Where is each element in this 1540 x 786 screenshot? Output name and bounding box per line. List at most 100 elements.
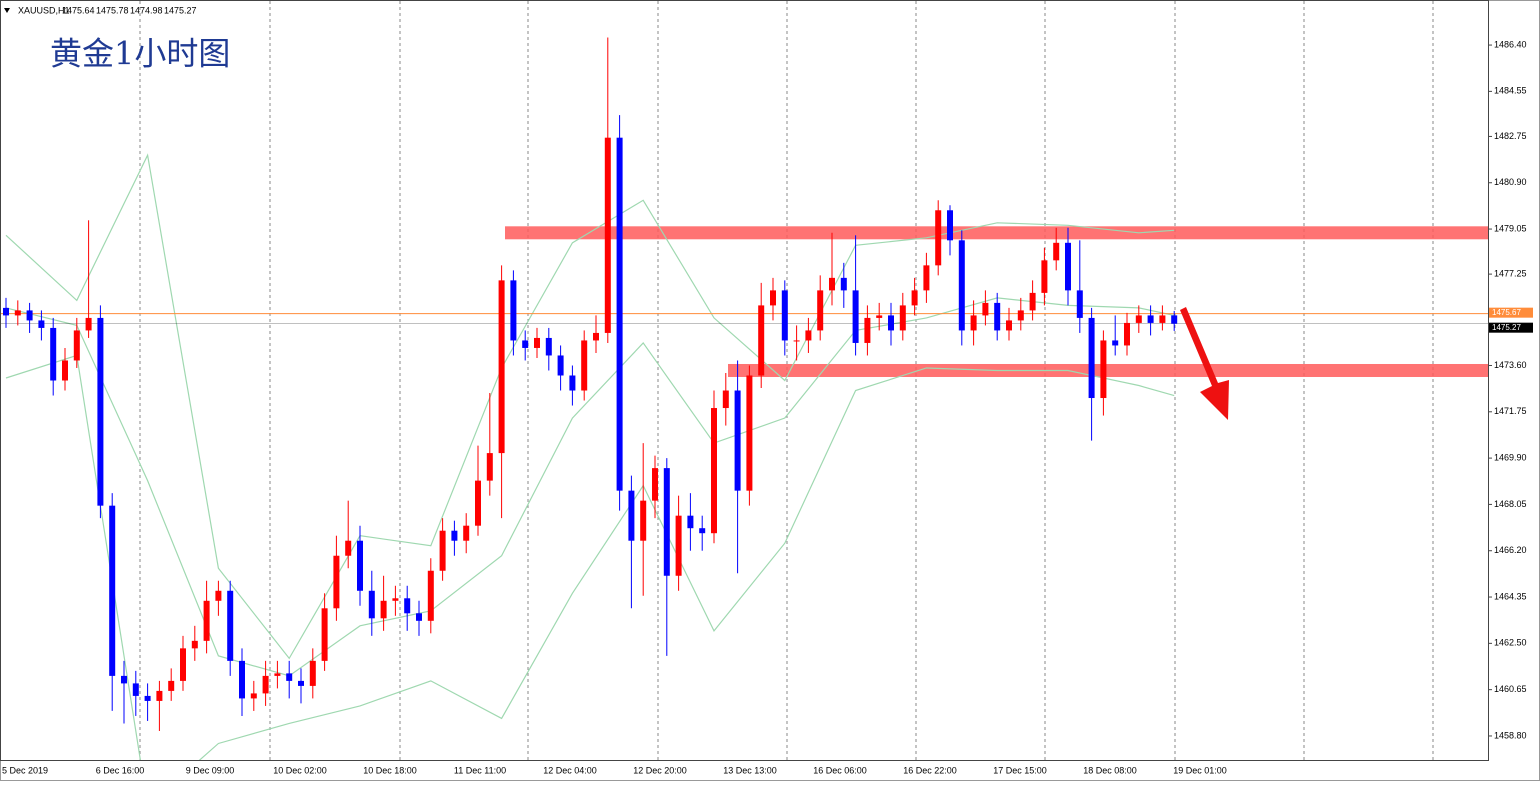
candle-body xyxy=(640,500,647,541)
price-label-bg xyxy=(1489,322,1533,333)
candle-body xyxy=(1065,242,1071,291)
y-tick-label: 1458.80 xyxy=(1494,730,1527,740)
candle-body xyxy=(970,315,977,331)
candle-body xyxy=(982,302,989,316)
candle-body xyxy=(1124,322,1130,346)
candle-body xyxy=(180,648,186,681)
x-tick-label: 11 Dec 11:00 xyxy=(454,765,506,775)
candle-body xyxy=(604,137,611,333)
y-tick-label: 1464.35 xyxy=(1494,591,1527,601)
candle-body xyxy=(97,317,104,506)
plot-border xyxy=(0,0,1489,761)
candle-body xyxy=(298,680,304,686)
header-low: 1474.98 xyxy=(130,5,163,15)
candle-body xyxy=(899,305,906,331)
candle-body xyxy=(439,530,446,571)
candle-body xyxy=(144,695,151,701)
y-tick-label: 1484.55 xyxy=(1494,86,1527,96)
candle-body xyxy=(286,673,293,681)
candle-body xyxy=(50,327,57,381)
price-zone xyxy=(505,226,1488,240)
candle-body xyxy=(1100,340,1107,399)
x-tick-label: 18 Dec 08:00 xyxy=(1083,765,1137,775)
y-tick-label: 1486.40 xyxy=(1494,39,1527,49)
y-tick-label: 1468.05 xyxy=(1494,499,1527,509)
candle-body xyxy=(557,355,564,376)
candle-body xyxy=(888,315,894,331)
candle-body xyxy=(463,525,470,541)
chart-title: 黄金1小时图 xyxy=(50,35,230,73)
candle-body xyxy=(1041,260,1048,293)
candle-body xyxy=(958,240,965,331)
candle-body xyxy=(699,528,706,534)
candle-body xyxy=(781,290,788,341)
candle-body xyxy=(770,290,776,306)
x-tick-label: 16 Dec 22:00 xyxy=(903,765,957,775)
candle-body xyxy=(852,290,859,343)
candle-body xyxy=(38,320,45,328)
x-tick-label: 10 Dec 02:00 xyxy=(273,765,327,775)
price-zone xyxy=(728,363,1488,377)
candle-body xyxy=(722,390,729,409)
candle-body xyxy=(14,310,21,316)
candle-body xyxy=(1171,315,1178,324)
candle-body xyxy=(923,265,930,291)
candle-body xyxy=(817,290,824,331)
candle-body xyxy=(262,675,269,694)
candle-body xyxy=(911,290,918,306)
candle-body xyxy=(1112,340,1119,346)
candle-body xyxy=(121,675,127,684)
candle-body xyxy=(203,600,210,641)
trend-arrow xyxy=(1180,307,1229,420)
candle-body xyxy=(935,210,942,266)
candle-body xyxy=(321,608,328,661)
candle-body xyxy=(451,530,458,541)
y-tick-label: 1480.90 xyxy=(1494,177,1527,187)
candle-body xyxy=(675,515,682,576)
candle-body xyxy=(758,305,765,376)
y-tick-label: 1466.20 xyxy=(1494,545,1527,555)
candle-body xyxy=(864,317,871,343)
candle-body xyxy=(498,280,505,454)
candle-body xyxy=(73,330,80,361)
price-label-bg xyxy=(1489,307,1533,318)
candle-body xyxy=(191,640,198,649)
candle-body xyxy=(746,375,753,491)
y-tick-label: 1460.65 xyxy=(1494,684,1527,694)
x-tick-label: 12 Dec 20:00 xyxy=(633,765,687,775)
candle-body xyxy=(239,660,245,699)
price-label: 1475.27 xyxy=(1492,323,1521,332)
menu-arrow[interactable] xyxy=(4,8,10,13)
candle-body xyxy=(840,277,847,291)
y-tick-label: 1471.75 xyxy=(1494,406,1527,416)
candle-body xyxy=(687,515,694,529)
candle-body xyxy=(274,673,281,676)
candle-body xyxy=(1029,292,1036,311)
candle-body xyxy=(1135,315,1142,323)
y-tick-label: 1469.90 xyxy=(1494,452,1527,462)
x-tick-label: 16 Dec 06:00 xyxy=(813,765,867,775)
x-tick-label: 13 Dec 13:00 xyxy=(723,765,777,775)
candle-body xyxy=(168,680,175,691)
x-tick-label: 10 Dec 18:00 xyxy=(363,765,417,775)
x-tick-label: 5 Dec 2019 xyxy=(2,765,48,775)
candle-body xyxy=(109,505,116,676)
candle-body xyxy=(1088,317,1095,399)
candle-body xyxy=(475,480,481,526)
candle-body xyxy=(829,277,835,291)
header-high: 1475.78 xyxy=(96,5,129,15)
candle-body xyxy=(628,490,635,541)
candle-body xyxy=(1053,242,1060,261)
candle-body xyxy=(357,540,363,591)
bollinger-lower xyxy=(5,354,1175,760)
candle-body xyxy=(569,375,576,391)
candle-body xyxy=(345,540,352,556)
candle-body xyxy=(734,390,741,491)
symbol: XAUUSD,H1 xyxy=(18,5,70,15)
x-tick-label: 19 Dec 01:00 xyxy=(1173,765,1227,775)
candle-body xyxy=(333,555,340,609)
candle-body xyxy=(1147,315,1154,323)
candle-body xyxy=(368,590,375,619)
